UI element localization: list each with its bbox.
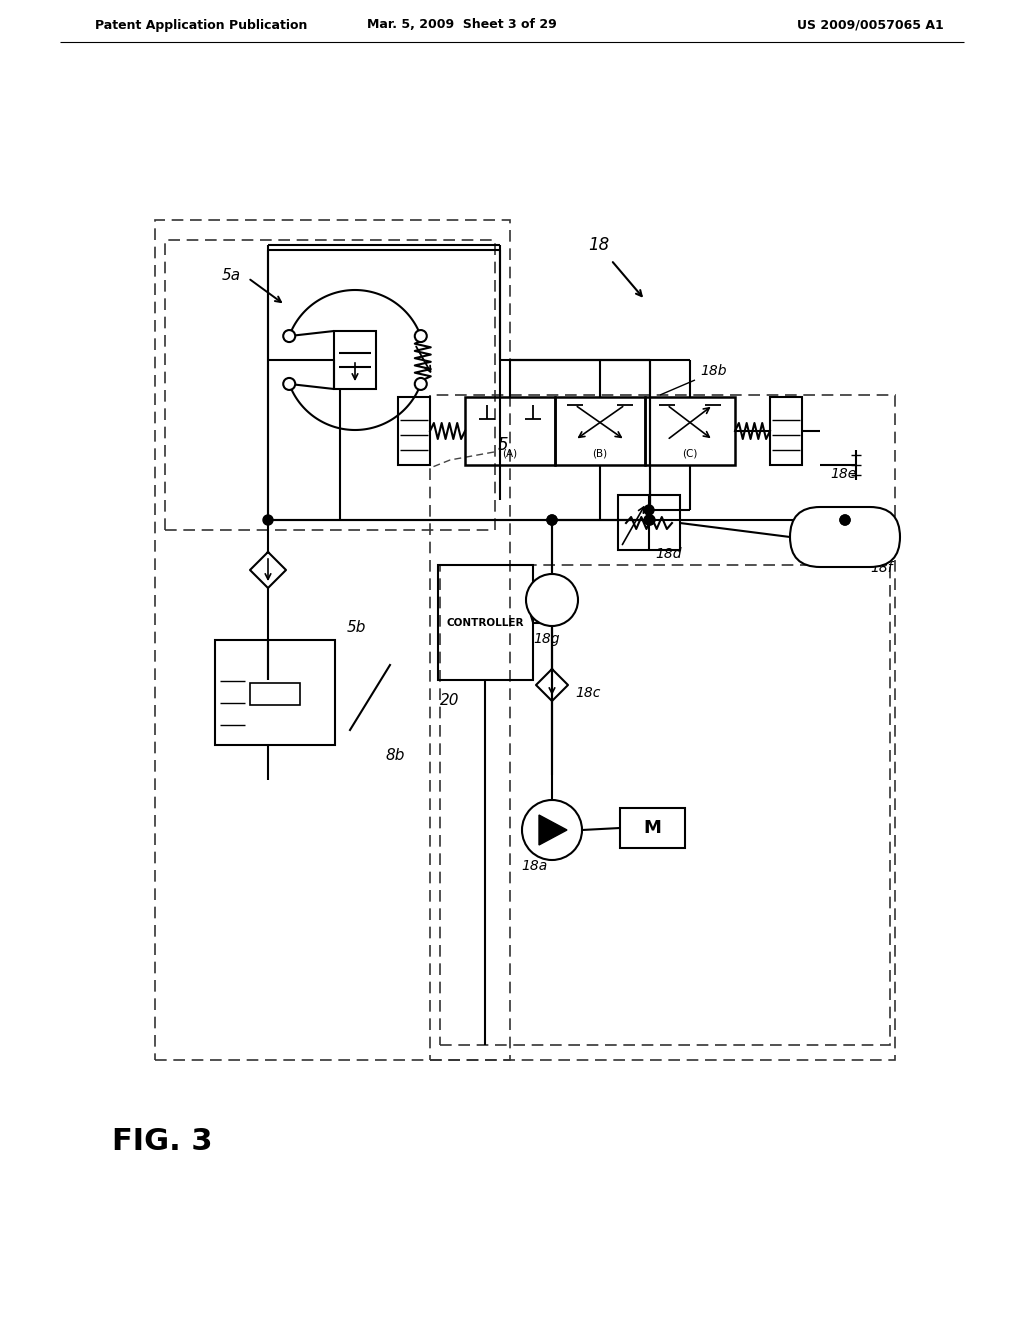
- Bar: [465, 397, 555, 465]
- Text: 8b: 8b: [385, 748, 404, 763]
- Circle shape: [547, 515, 557, 525]
- Bar: [250, 682, 300, 705]
- Circle shape: [644, 506, 654, 515]
- Bar: [155, 220, 510, 1060]
- Text: Mar. 5, 2009  Sheet 3 of 29: Mar. 5, 2009 Sheet 3 of 29: [368, 18, 557, 32]
- Circle shape: [547, 515, 557, 525]
- Bar: [555, 397, 645, 465]
- Circle shape: [645, 515, 655, 525]
- Circle shape: [284, 378, 295, 389]
- Bar: [620, 808, 685, 847]
- Circle shape: [840, 515, 850, 525]
- Text: 18: 18: [588, 236, 609, 253]
- Bar: [165, 240, 495, 531]
- Text: 5: 5: [498, 436, 509, 454]
- Bar: [215, 640, 335, 744]
- Circle shape: [644, 515, 654, 525]
- Circle shape: [415, 330, 427, 342]
- Text: 18d: 18d: [655, 546, 682, 561]
- Text: FIG. 3: FIG. 3: [112, 1127, 213, 1156]
- Bar: [438, 565, 534, 680]
- Text: 5a: 5a: [222, 268, 241, 282]
- Circle shape: [840, 515, 850, 525]
- Text: M: M: [643, 818, 660, 837]
- Text: 18b: 18b: [700, 364, 726, 378]
- Text: 18e: 18e: [830, 467, 856, 480]
- Text: (A): (A): [503, 447, 517, 458]
- Text: 18c: 18c: [575, 686, 600, 700]
- Circle shape: [415, 378, 427, 389]
- Text: US 2009/0057065 A1: US 2009/0057065 A1: [797, 18, 943, 32]
- Bar: [334, 331, 376, 389]
- Bar: [440, 565, 890, 1045]
- Circle shape: [522, 800, 582, 861]
- Text: CONTROLLER: CONTROLLER: [446, 618, 523, 628]
- Circle shape: [263, 515, 273, 525]
- Polygon shape: [539, 814, 567, 845]
- Bar: [770, 397, 802, 465]
- Bar: [398, 397, 430, 465]
- Text: 18g: 18g: [534, 632, 559, 645]
- Text: (C): (C): [682, 447, 697, 458]
- Bar: [618, 495, 680, 550]
- Circle shape: [526, 574, 578, 626]
- Text: 5b: 5b: [347, 620, 367, 635]
- FancyBboxPatch shape: [790, 507, 900, 568]
- Bar: [645, 397, 735, 465]
- Text: Pa: Pa: [543, 594, 561, 606]
- Text: Patent Application Publication: Patent Application Publication: [95, 18, 307, 32]
- Text: 18a: 18a: [521, 859, 547, 873]
- Circle shape: [284, 330, 295, 342]
- Text: (B): (B): [593, 447, 607, 458]
- Text: 20: 20: [440, 693, 460, 708]
- Bar: [430, 395, 895, 1060]
- Text: 18f: 18f: [870, 561, 893, 576]
